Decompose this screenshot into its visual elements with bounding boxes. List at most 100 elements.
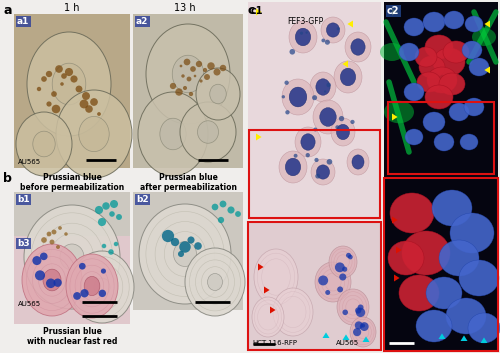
Circle shape [162, 230, 174, 242]
Bar [248, 222, 381, 350]
Ellipse shape [350, 317, 376, 347]
Bar [14, 236, 130, 324]
Ellipse shape [320, 108, 336, 126]
Ellipse shape [316, 79, 330, 95]
Circle shape [46, 279, 56, 288]
Ellipse shape [282, 79, 314, 115]
Ellipse shape [423, 12, 445, 32]
Ellipse shape [337, 289, 369, 325]
Circle shape [356, 308, 365, 317]
Circle shape [355, 307, 362, 313]
Circle shape [32, 256, 42, 265]
Circle shape [54, 279, 62, 287]
Circle shape [218, 217, 224, 223]
Ellipse shape [434, 133, 454, 151]
Circle shape [40, 252, 48, 260]
Polygon shape [258, 263, 264, 270]
Ellipse shape [273, 288, 313, 336]
Bar [384, 2, 498, 177]
Circle shape [306, 31, 308, 34]
Circle shape [109, 211, 115, 217]
Circle shape [188, 237, 194, 244]
Circle shape [194, 242, 202, 250]
Ellipse shape [172, 55, 204, 93]
Ellipse shape [427, 67, 457, 93]
Ellipse shape [33, 131, 55, 157]
Bar [384, 178, 498, 351]
Circle shape [102, 244, 106, 248]
Ellipse shape [446, 298, 486, 334]
Circle shape [361, 324, 365, 328]
Ellipse shape [329, 246, 357, 278]
Circle shape [41, 76, 47, 82]
Circle shape [282, 95, 285, 98]
Ellipse shape [66, 254, 118, 318]
Polygon shape [460, 335, 468, 341]
Ellipse shape [316, 165, 330, 179]
Text: 1 h: 1 h [64, 3, 80, 13]
Ellipse shape [443, 41, 469, 63]
Ellipse shape [469, 58, 489, 76]
Circle shape [70, 76, 78, 83]
Polygon shape [392, 8, 398, 16]
Circle shape [52, 229, 57, 234]
Circle shape [348, 255, 352, 259]
Ellipse shape [425, 85, 453, 109]
Circle shape [325, 40, 330, 45]
Polygon shape [256, 133, 262, 140]
Ellipse shape [416, 310, 452, 342]
Ellipse shape [444, 11, 464, 29]
Ellipse shape [439, 240, 479, 276]
Ellipse shape [425, 35, 453, 59]
Polygon shape [392, 114, 398, 120]
Circle shape [60, 82, 64, 86]
Ellipse shape [449, 103, 469, 121]
Ellipse shape [402, 231, 450, 275]
Circle shape [186, 77, 192, 82]
Circle shape [284, 80, 289, 85]
Circle shape [79, 263, 86, 270]
Ellipse shape [146, 24, 230, 124]
Polygon shape [392, 216, 398, 223]
Circle shape [194, 75, 196, 77]
Circle shape [58, 226, 62, 230]
Polygon shape [270, 306, 276, 313]
Polygon shape [342, 60, 348, 67]
Circle shape [189, 92, 193, 96]
Circle shape [76, 85, 82, 92]
Text: AU565: AU565 [18, 159, 41, 165]
Circle shape [318, 275, 328, 286]
Ellipse shape [472, 28, 496, 46]
Ellipse shape [464, 98, 484, 116]
Ellipse shape [432, 190, 472, 226]
Text: 13 h: 13 h [174, 3, 196, 13]
Circle shape [353, 328, 361, 336]
Circle shape [80, 100, 88, 108]
Text: b: b [3, 172, 12, 185]
Polygon shape [438, 333, 446, 339]
Circle shape [56, 245, 60, 249]
Circle shape [52, 105, 60, 113]
Ellipse shape [198, 121, 218, 143]
Circle shape [180, 241, 190, 253]
Circle shape [35, 270, 45, 280]
Ellipse shape [79, 116, 109, 151]
Circle shape [336, 125, 340, 129]
Ellipse shape [465, 16, 483, 32]
Ellipse shape [160, 118, 186, 150]
Circle shape [46, 71, 52, 77]
Text: c1: c1 [251, 6, 264, 16]
Ellipse shape [310, 72, 336, 102]
Circle shape [325, 290, 330, 295]
Circle shape [339, 274, 346, 281]
Circle shape [51, 91, 57, 97]
Circle shape [342, 267, 347, 272]
Circle shape [214, 68, 220, 76]
Circle shape [97, 112, 101, 116]
Ellipse shape [399, 43, 419, 61]
Circle shape [326, 159, 332, 164]
Ellipse shape [16, 112, 72, 176]
Circle shape [346, 253, 351, 258]
Polygon shape [348, 20, 353, 28]
Circle shape [316, 174, 320, 179]
